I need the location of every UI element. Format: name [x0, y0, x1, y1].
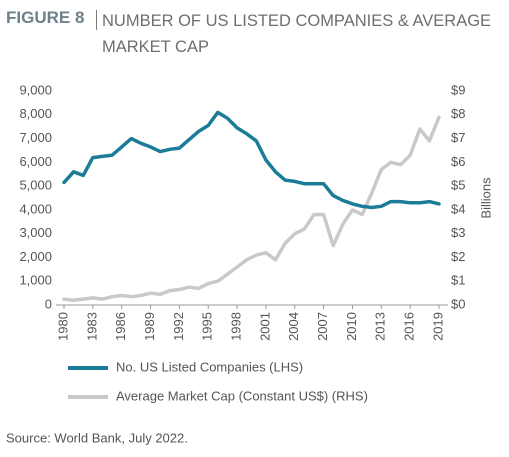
y-tick-label: 2,000 [19, 249, 52, 264]
x-tick-label: 2016 [402, 312, 417, 341]
y2-tick-label: $2 [451, 249, 465, 264]
chart-title: NUMBER OF US LISTED COMPANIES & AVERAGE … [102, 12, 492, 56]
y2-tick-label: $1 [451, 273, 465, 288]
y-tick-label: 7,000 [19, 130, 52, 145]
legend-label: No. US Listed Companies (LHS) [116, 359, 303, 374]
x-tick-label: 2001 [257, 312, 272, 341]
y-tick-label: 0 [45, 296, 52, 311]
x-tick-label: 2019 [430, 312, 445, 341]
x-tick-label: 1998 [229, 312, 244, 341]
x-tick-label: 2004 [286, 312, 301, 341]
y2-tick-label: $9 [451, 82, 465, 97]
y-tick-label: 8,000 [19, 106, 52, 121]
x-tick-label: 1989 [142, 312, 157, 341]
y-tick-label: 3,000 [19, 225, 52, 240]
x-tick-label: 2010 [344, 312, 359, 341]
y-tick-label: 9,000 [19, 82, 52, 97]
x-tick-label: 2013 [373, 312, 388, 341]
legend-label: Average Market Cap (Constant US$) (RHS) [116, 388, 368, 403]
y2-tick-label: $8 [451, 106, 465, 121]
y2-tick-label: $3 [451, 225, 465, 240]
y2-tick-label: $4 [451, 201, 465, 216]
series-line [62, 110, 441, 210]
y2-tick-label: $7 [451, 130, 465, 145]
x-tick-label: 1983 [84, 312, 99, 341]
x-tick-label: 1992 [171, 312, 186, 341]
y2-axis-label: Billions [478, 177, 493, 219]
y-tick-label: 4,000 [19, 201, 52, 216]
x-tick-label: 1995 [200, 312, 215, 341]
x-tick-label: 2007 [315, 312, 330, 341]
y-tick-label: 1,000 [19, 273, 52, 288]
y-tick-label: 5,000 [19, 178, 52, 193]
y2-tick-label: $6 [451, 154, 465, 169]
y2-tick-label: $5 [451, 178, 465, 193]
y-tick-label: 6,000 [19, 154, 52, 169]
source: Source: World Bank, July 2022. [6, 430, 188, 445]
figure-label: FIGURE 8 [6, 8, 85, 27]
series-line [62, 115, 441, 302]
separator [96, 10, 97, 30]
y2-tick-label: $0 [451, 296, 465, 311]
x-tick-label: 1986 [113, 312, 128, 341]
x-tick-label: 1980 [55, 312, 70, 341]
